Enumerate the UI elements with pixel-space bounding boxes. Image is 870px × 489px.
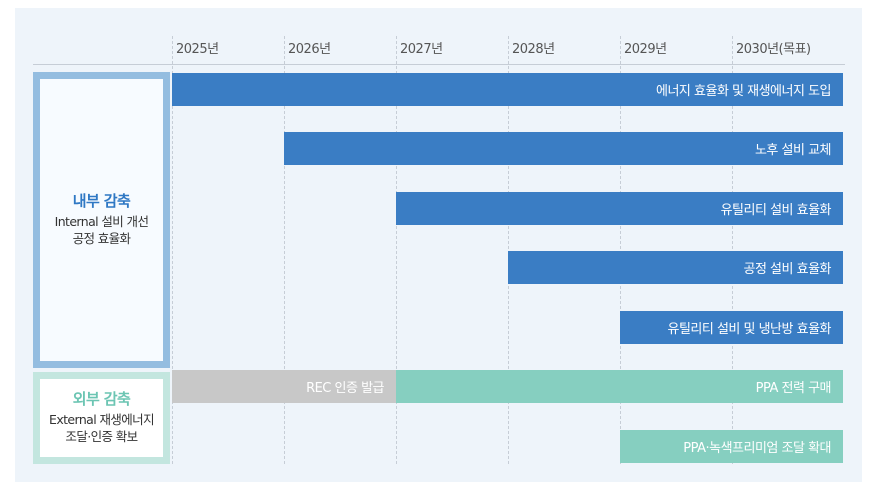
divider [620, 36, 621, 464]
group-external: 외부 감축 External 재생에너지 조달·인증 확보 [33, 372, 170, 464]
year: 2029년 [624, 42, 667, 57]
group-internal: 내부 감축 Internal 설비 개선 공정 효율화 [33, 72, 170, 368]
year: 2027년 [400, 42, 443, 57]
group-line: 공정 효율화 [72, 231, 131, 246]
group-title: 내부 감축 [72, 192, 131, 210]
year: 2026년 [288, 42, 331, 57]
bar: 유틸리티 설비 효율화 [396, 192, 843, 225]
divider [508, 36, 509, 464]
bar: PPA·녹색프리미엄 조달 확대 [620, 430, 843, 463]
bar: 유틸리티 설비 및 냉난방 효율화 [620, 311, 843, 344]
divider [172, 36, 173, 464]
bar: REC 인증 발급 [172, 370, 396, 403]
group-line: Internal 설비 개선 [54, 214, 149, 229]
year: 2028년 [512, 42, 555, 57]
group-title: 외부 감축 [72, 390, 131, 408]
year: 2025년 [176, 42, 219, 57]
bar: 노후 설비 교체 [284, 132, 843, 165]
group-line: 조달·인증 확보 [65, 429, 138, 444]
header-line [33, 64, 845, 65]
year: 2030년(목표) [736, 42, 811, 57]
divider [284, 36, 285, 464]
bar: PPA 전력 구매 [396, 370, 843, 403]
group-line: External 재생에너지 [49, 412, 155, 427]
divider [732, 36, 733, 464]
bar: 에너지 효율화 및 재생에너지 도입 [172, 73, 843, 106]
divider [396, 36, 397, 464]
bar: 공정 설비 효율화 [508, 251, 843, 284]
